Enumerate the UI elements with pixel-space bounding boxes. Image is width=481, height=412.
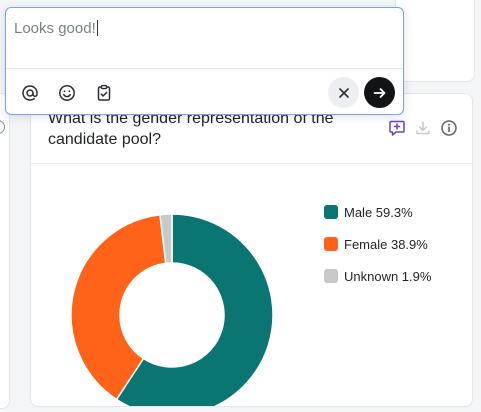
adjacent-card-left — [0, 93, 10, 409]
legend-item-female[interactable]: Female 38.9% — [324, 236, 431, 252]
download-icon[interactable] — [414, 119, 432, 137]
comment-plus-icon[interactable] — [388, 119, 406, 137]
chart-card: What is the gender representation of the… — [30, 93, 473, 407]
card-divider — [31, 163, 472, 164]
comment-popup: Looks good! — [5, 7, 404, 115]
adjacent-card-top-right — [395, 0, 475, 82]
legend-item-male[interactable]: Male 59.3% — [324, 204, 431, 220]
info-icon[interactable] — [440, 119, 458, 137]
donut-slice-female[interactable] — [70, 213, 167, 401]
legend-swatch-male — [324, 205, 338, 219]
text-caret — [96, 20, 98, 36]
comment-input[interactable]: Looks good! — [14, 20, 98, 37]
legend-label-unknown: Unknown 1.9% — [344, 268, 432, 284]
legend-label-female: Female 38.9% — [344, 236, 428, 252]
popup-divider — [6, 68, 403, 69]
arrow-right-icon — [373, 87, 385, 98]
close-icon — [338, 87, 349, 98]
comment-input-text: Looks good! — [14, 20, 96, 37]
donut-slice-unknown[interactable] — [159, 213, 173, 265]
comment-toolbar — [20, 83, 114, 103]
at-sign-icon[interactable] — [20, 83, 40, 103]
donut-chart — [70, 213, 274, 406]
clipboard-icon[interactable] — [94, 83, 114, 103]
card-actions — [388, 119, 458, 137]
chart-legend: Male 59.3% Female 38.9% Unknown 1.9% — [324, 204, 431, 300]
legend-swatch-unknown — [324, 269, 338, 283]
smile-icon[interactable] — [57, 83, 77, 103]
donut-slice-male[interactable] — [115, 213, 274, 406]
legend-item-unknown[interactable]: Unknown 1.9% — [324, 268, 431, 284]
legend-swatch-female — [324, 237, 338, 251]
send-button[interactable] — [364, 77, 395, 108]
cancel-button[interactable] — [328, 77, 359, 108]
legend-label-male: Male 59.3% — [344, 204, 413, 220]
